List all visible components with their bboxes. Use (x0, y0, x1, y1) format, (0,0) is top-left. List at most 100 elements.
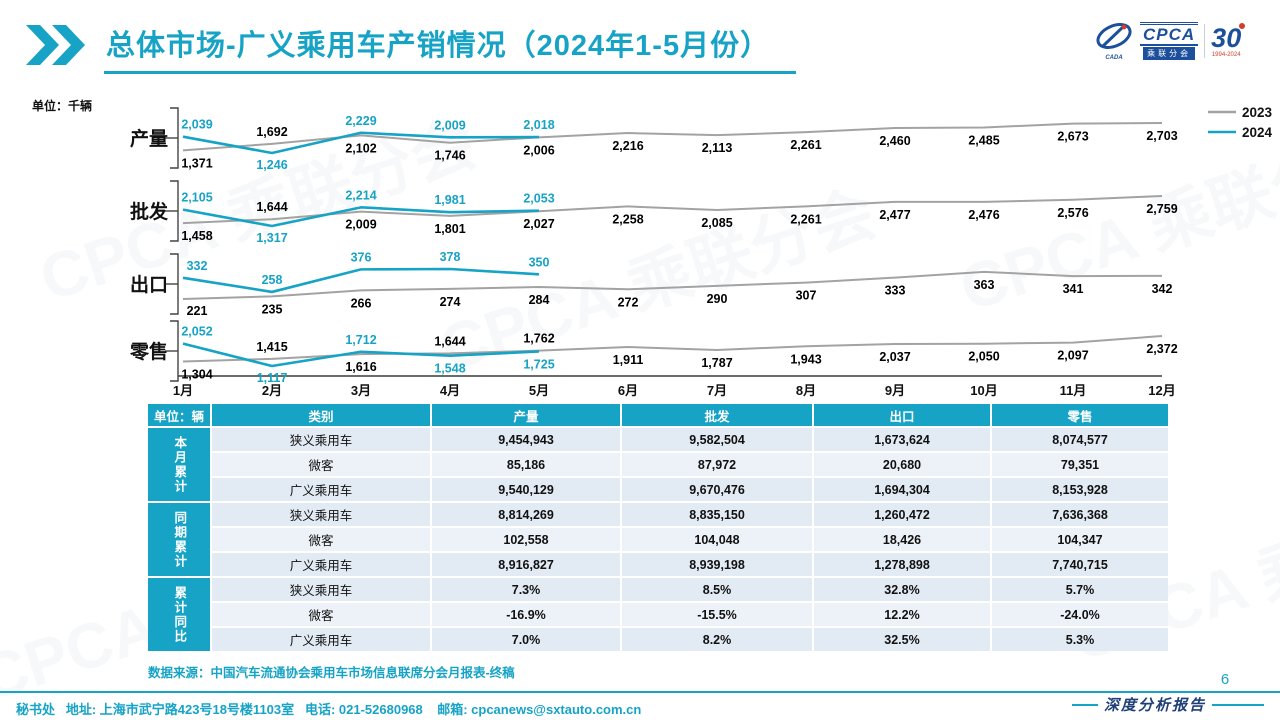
x-tick-label: 4月 (440, 383, 460, 398)
group-label-same-period-total: 同期累计 (148, 503, 210, 576)
value-label: 2,372 (1146, 342, 1177, 356)
line-2023 (182, 122, 1163, 152)
value-label: 1,644 (434, 334, 465, 348)
table-cell: 8,835,150 (622, 503, 812, 526)
table-cell: 9,454,943 (432, 428, 620, 451)
cpca-swirl-icon: CADA (1094, 21, 1134, 61)
value-label: 2,009 (434, 118, 465, 132)
table-cell: 9,670,476 (622, 478, 812, 501)
value-label: 332 (187, 259, 208, 273)
table-cell: 广义乘用车 (212, 553, 430, 576)
col-header-wholesale: 批发 (622, 404, 812, 426)
value-label: 363 (974, 278, 995, 292)
value-label: 1,911 (613, 353, 644, 367)
table-cell: 7.0% (432, 628, 620, 651)
table-cell: 微客 (212, 453, 430, 476)
col-header-retail: 零售 (992, 404, 1168, 426)
value-label: 1,644 (256, 200, 287, 214)
value-label: 307 (796, 289, 817, 303)
table-cell: 8,916,827 (432, 553, 620, 576)
value-label: 258 (262, 273, 283, 287)
row-label: 产量 (130, 127, 168, 150)
table-cell: 87,972 (622, 453, 812, 476)
value-label: 2,485 (968, 133, 999, 147)
table-cell: 20,680 (814, 453, 990, 476)
col-header-category: 类别 (212, 404, 430, 426)
value-label: 350 (529, 255, 550, 269)
table-cell: 8,074,577 (992, 428, 1168, 451)
value-label: 1,981 (434, 193, 465, 207)
value-label: 2,037 (879, 350, 910, 364)
line-2023 (182, 195, 1163, 225)
value-label: 2,009 (345, 218, 376, 232)
table-cell: 狭义乘用车 (212, 578, 430, 601)
table-cell: 85,186 (432, 453, 620, 476)
line-2024 (182, 131, 540, 155)
x-tick-label: 9月 (885, 383, 905, 398)
value-label: 2,477 (879, 208, 910, 222)
value-label: 1,415 (256, 340, 287, 354)
footer-contact-info: 秘书处 地址: 上海市武宁路423号18号楼1103室 电话: 021-5268… (16, 702, 642, 717)
logo-divider (1204, 24, 1206, 58)
table-cell: 7,636,368 (992, 503, 1168, 526)
value-label: 266 (351, 296, 372, 310)
value-label: 342 (1152, 282, 1173, 296)
value-label: 2,027 (523, 217, 554, 231)
group-label-yoy: 累计同比 (148, 578, 210, 651)
table-cell: 9,582,504 (622, 428, 812, 451)
anniversary-30-badge: 30 1994-2024 (1211, 22, 1246, 58)
value-label: 2,759 (1146, 202, 1177, 216)
value-label: 378 (440, 250, 461, 264)
value-label: 1,548 (434, 362, 465, 376)
table-cell: 1,673,624 (814, 428, 990, 451)
value-label: 376 (351, 250, 372, 264)
value-label: 2,097 (1057, 349, 1088, 363)
value-label: 1,117 (257, 371, 288, 385)
table-cell: 104,048 (622, 528, 812, 551)
value-label: 1,801 (434, 222, 465, 236)
table-cell: 1,694,304 (814, 478, 990, 501)
report-type-label: 深度分析报告 (1069, 694, 1266, 715)
x-tick-label: 6月 (618, 383, 638, 398)
x-tick-label: 5月 (529, 383, 549, 398)
table-cell: 8,153,928 (992, 478, 1168, 501)
table-cell: 8.2% (622, 628, 812, 651)
value-label: 2,576 (1057, 206, 1088, 220)
table-cell: 102,558 (432, 528, 620, 551)
x-tick-label: 10月 (970, 383, 997, 398)
table-cell: 104,347 (992, 528, 1168, 551)
value-label: 1,458 (181, 229, 212, 243)
line-2024 (182, 267, 540, 294)
value-label: 1,317 (256, 231, 287, 245)
value-label: 2,113 (702, 141, 733, 155)
value-label: 333 (885, 284, 906, 298)
group-label-month-total: 本月累计 (148, 428, 210, 501)
value-label: 2,216 (612, 139, 643, 153)
value-label: 2,214 (345, 188, 376, 202)
cpca-label: CPCA (1140, 21, 1199, 47)
x-tick-label: 8月 (796, 383, 816, 398)
value-label: 2,085 (701, 216, 732, 230)
table-cell: 广义乘用车 (212, 478, 430, 501)
row-label: 出口 (130, 273, 168, 296)
dash-icon (1071, 703, 1098, 706)
value-label: 2,018 (523, 118, 554, 132)
value-label: 2,050 (968, 350, 999, 364)
value-label: 1,762 (523, 332, 554, 346)
table-cell: 狭义乘用车 (212, 503, 430, 526)
value-label: 290 (707, 292, 728, 306)
value-label: 1,712 (345, 333, 376, 347)
double-chevron-icon (26, 25, 85, 65)
value-label: 2,052 (181, 325, 212, 339)
cpca-logo: CADA CPCA 乘联分会 30 1994-2024 (1094, 16, 1264, 66)
table-cell: 7.3% (432, 578, 620, 601)
table-cell: 8,814,269 (432, 503, 620, 526)
value-label: 2,105 (181, 191, 212, 205)
value-label: 2,102 (345, 141, 376, 155)
table-cell: 9,540,129 (432, 478, 620, 501)
cada-label: CADA (1105, 55, 1123, 61)
x-tick-label: 7月 (707, 383, 727, 398)
data-source-note: 数据来源：中国汽车流通协会乘用车市场信息联席分会月报表-终稿 (148, 666, 515, 680)
chart-unit-label: 单位：千辆 (32, 99, 93, 113)
